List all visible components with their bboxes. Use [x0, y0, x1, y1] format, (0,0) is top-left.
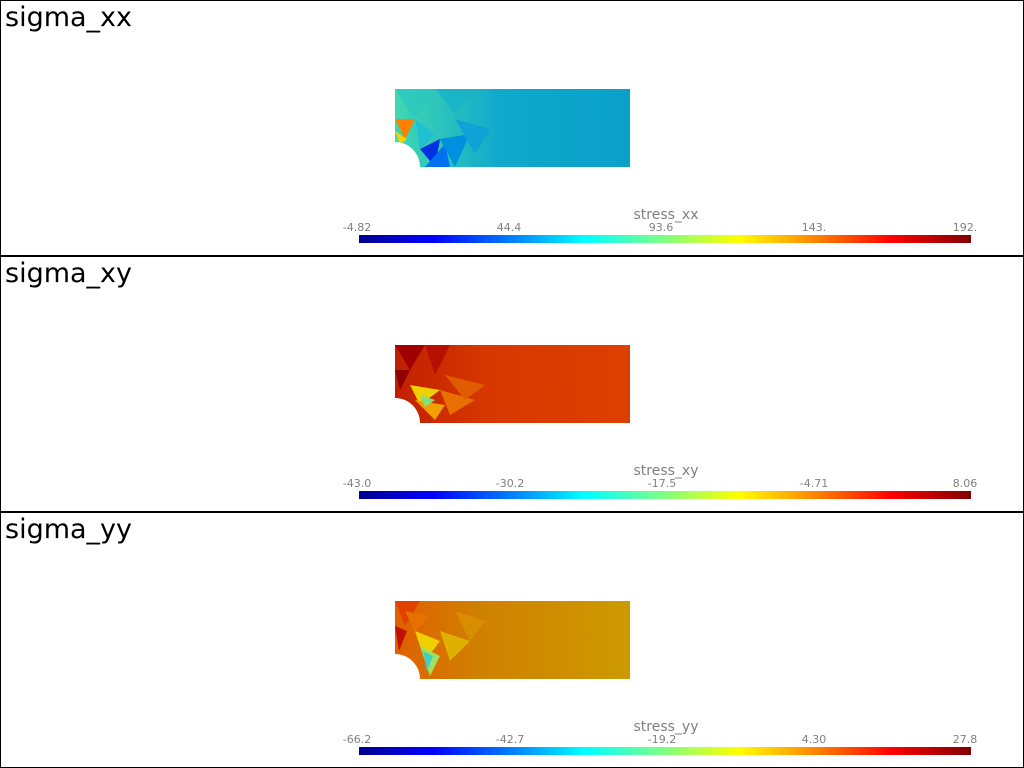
- colorbar-tick: 8.06: [952, 477, 978, 490]
- colorbar-tick: -4.71: [799, 477, 829, 490]
- colorbar-title: stress_yy: [633, 719, 699, 735]
- colorbar: [359, 491, 971, 499]
- colorbar-tick: -4.82: [342, 221, 372, 234]
- panel-title: sigma_yy: [5, 514, 133, 545]
- stress-plate-plot: [395, 89, 630, 167]
- stress-plate-plot: [395, 345, 630, 423]
- colorbar-tick: 44.4: [496, 221, 522, 234]
- colorbar-title: stress_xx: [633, 207, 699, 223]
- colorbar-tick: -19.2: [647, 733, 677, 746]
- colorbar-title: stress_xy: [633, 463, 699, 479]
- colorbar-tick: -42.7: [495, 733, 525, 746]
- panel-sigma-xx: sigma_xx stress_xx -4.82 44.4 93.6 143. …: [0, 0, 1024, 256]
- colorbar: [359, 235, 971, 243]
- colorbar-tick: 143.: [801, 221, 827, 234]
- colorbar-tick: -30.2: [495, 477, 525, 490]
- stress-plate-plot: [395, 601, 630, 679]
- colorbar-tick: 4.30: [801, 733, 827, 746]
- panel-title: sigma_xx: [5, 2, 133, 33]
- colorbar-tick: 27.8: [952, 733, 978, 746]
- panel-title: sigma_xy: [5, 258, 133, 289]
- colorbar: [359, 747, 971, 755]
- colorbar-tick: -17.5: [647, 477, 677, 490]
- colorbar-tick: -66.2: [342, 733, 372, 746]
- panel-sigma-xy: sigma_xy stress_xy -43.0 -30.2 -17.5 -4.…: [0, 256, 1024, 512]
- panel-sigma-yy: sigma_yy stress_yy -66.2 -42.7 -19.2 4.3…: [0, 512, 1024, 768]
- colorbar-tick: -43.0: [342, 477, 372, 490]
- colorbar-tick: 93.6: [648, 221, 674, 234]
- colorbar-tick: 192.: [952, 221, 978, 234]
